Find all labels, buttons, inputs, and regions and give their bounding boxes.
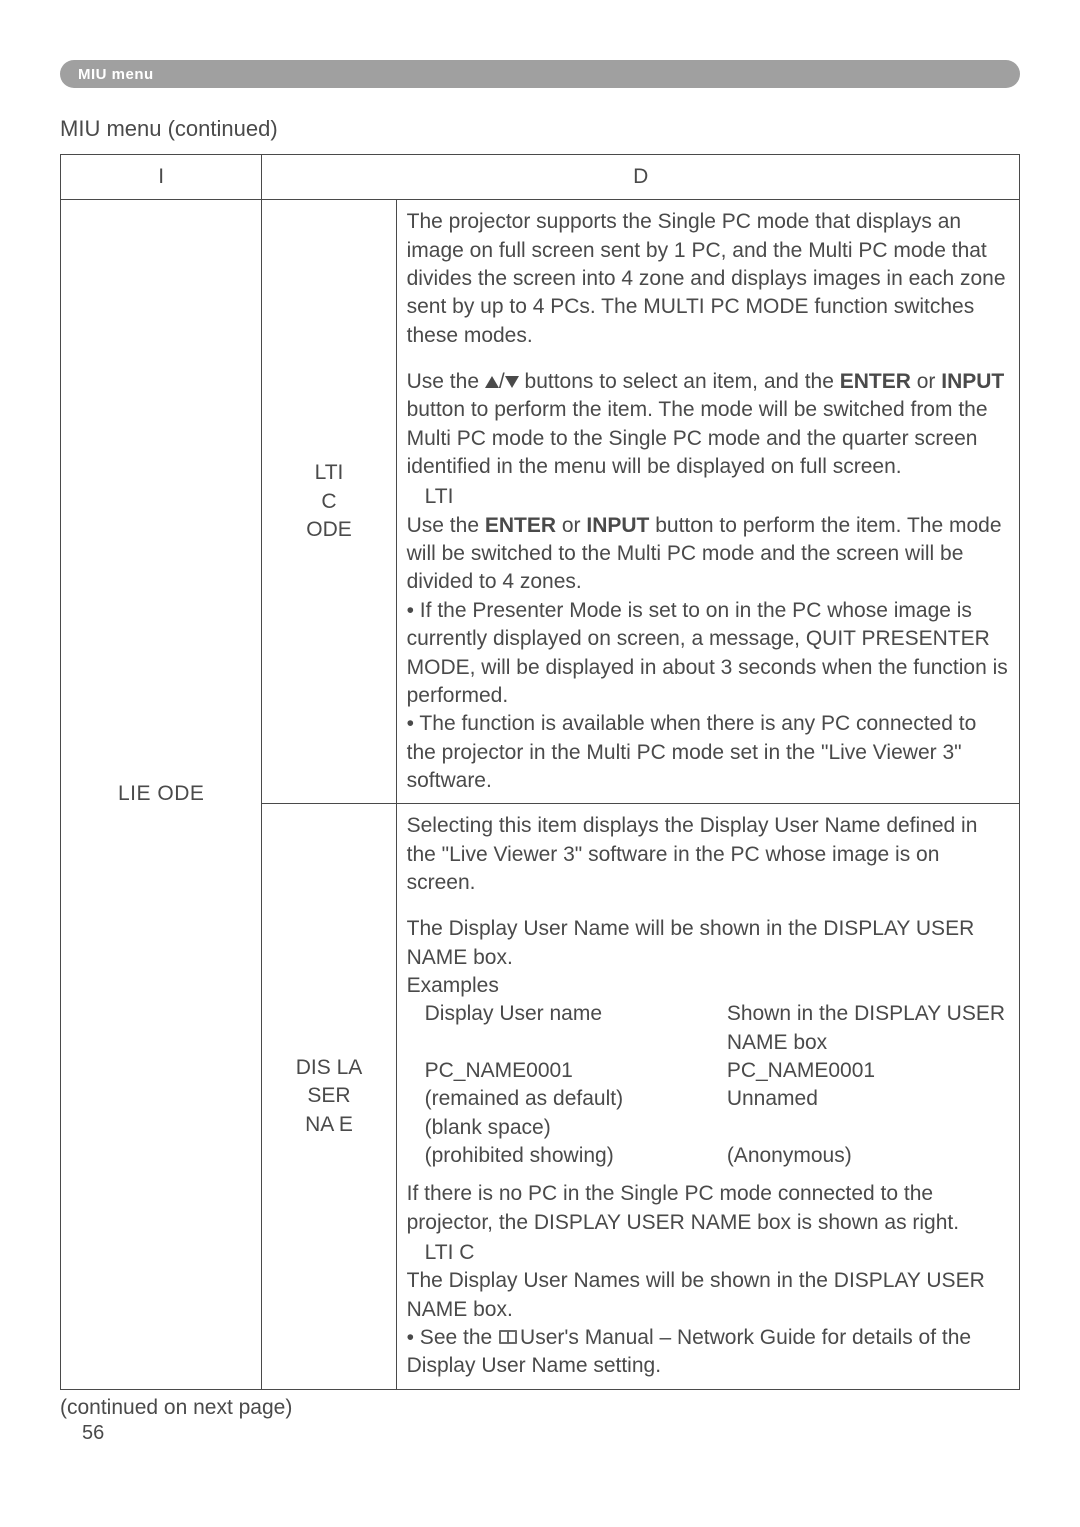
display-user-l2: SER <box>307 1082 350 1110</box>
dun-p2: The Display User Name will be shown in t… <box>407 915 1009 972</box>
desc-display-user-name: Selecting this item displays the Display… <box>396 804 1019 1390</box>
ex-hdr-left: Display User name <box>425 1000 707 1057</box>
th-item: I <box>61 155 262 200</box>
continued-note: (continued on next page) <box>60 1396 1020 1420</box>
subitem-multi-pc-mode: LTI C ODE <box>262 200 396 804</box>
multi-pc-mode-l2: C <box>321 488 336 516</box>
ex-r4-l: (prohibited showing) <box>425 1142 707 1170</box>
ex-r3-l: (blank space) <box>425 1114 707 1142</box>
dun-examples-grid: Display User name Shown in the DISPLAY U… <box>407 1000 1009 1170</box>
multi-pc-mode-l3: ODE <box>306 516 352 544</box>
ex-r1-l: PC_NAME0001 <box>425 1057 707 1085</box>
dun-p3: If there is no PC in the Single PC mode … <box>407 1180 1009 1237</box>
desc-multi-pc-mode: The projector supports the Single PC mod… <box>396 200 1019 804</box>
ex-r2-r: Unnamed <box>727 1085 1009 1113</box>
input-label-2: INPUT <box>586 514 649 537</box>
mpc-p3-pre: Use the <box>407 514 485 537</box>
page-number: 56 <box>60 1422 1020 1445</box>
dun-see: • See the User's Manual – Network Guide … <box>407 1324 1009 1381</box>
dun-examples-label: Examples <box>407 972 1009 1000</box>
mpc-use-the: Use the <box>407 370 485 393</box>
mpc-bullet2: • The function is available when there i… <box>407 710 1009 795</box>
enter-label: ENTER <box>840 370 911 393</box>
mpc-p1: The projector supports the Single PC mod… <box>407 208 1009 350</box>
mpc-bullet1: • If the Presenter Mode is set to on in … <box>407 597 1009 710</box>
enter-label-2: ENTER <box>485 514 556 537</box>
ex-r4-r: (Anonymous) <box>727 1142 1009 1170</box>
th-description: D <box>262 155 1020 200</box>
dun-p4: The Display User Names will be shown in … <box>407 1267 1009 1324</box>
triangle-up-icon <box>485 376 499 388</box>
book-icon <box>498 1328 518 1346</box>
subitem-display-user-name: DIS LA SER NA E <box>262 804 396 1390</box>
mpc-p2: Use the / buttons to select an item, and… <box>407 368 1009 481</box>
item-live-mode: LIE ODE <box>61 200 262 1389</box>
ex-r2-l: (remained as default) <box>425 1085 707 1113</box>
mpc-lti-label: LTI <box>407 483 1009 511</box>
mpc-p3: Use the ENTER or INPUT button to perform… <box>407 512 1009 597</box>
display-user-l1: DIS LA <box>296 1054 363 1082</box>
section-title: MIU menu (continued) <box>60 116 1020 142</box>
dun-see-pre: • See the <box>407 1326 498 1349</box>
triangle-down-icon <box>505 376 519 388</box>
ex-r1-r: PC_NAME0001 <box>727 1057 1009 1085</box>
ex-r3-r <box>727 1114 1009 1142</box>
mpc-p2-tail: button to perform the item. The mode wil… <box>407 398 988 478</box>
display-user-l3: NA E <box>305 1111 353 1139</box>
tab-label: MIU menu <box>78 66 154 83</box>
or-1: or <box>911 370 941 393</box>
ex-hdr-right: Shown in the DISPLAY USER NAME box <box>727 1000 1009 1057</box>
multi-pc-mode-l1: LTI <box>315 459 344 487</box>
item-live-mode-label: LIE ODE <box>118 780 204 808</box>
or-2: or <box>556 514 586 537</box>
input-label: INPUT <box>941 370 1004 393</box>
tab-header: MIU menu <box>60 60 1020 88</box>
dun-p1: Selecting this item displays the Display… <box>407 812 1009 897</box>
miu-table: I D LIE ODE LTI C ODE <box>60 154 1020 1390</box>
dun-ltic-label: LTI C <box>407 1239 1009 1267</box>
mpc-after-arrows: buttons to select an item, and the <box>519 370 840 393</box>
